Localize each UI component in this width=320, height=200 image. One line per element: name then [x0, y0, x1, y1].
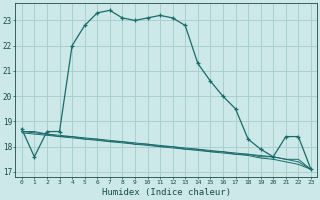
X-axis label: Humidex (Indice chaleur): Humidex (Indice chaleur) — [102, 188, 231, 197]
